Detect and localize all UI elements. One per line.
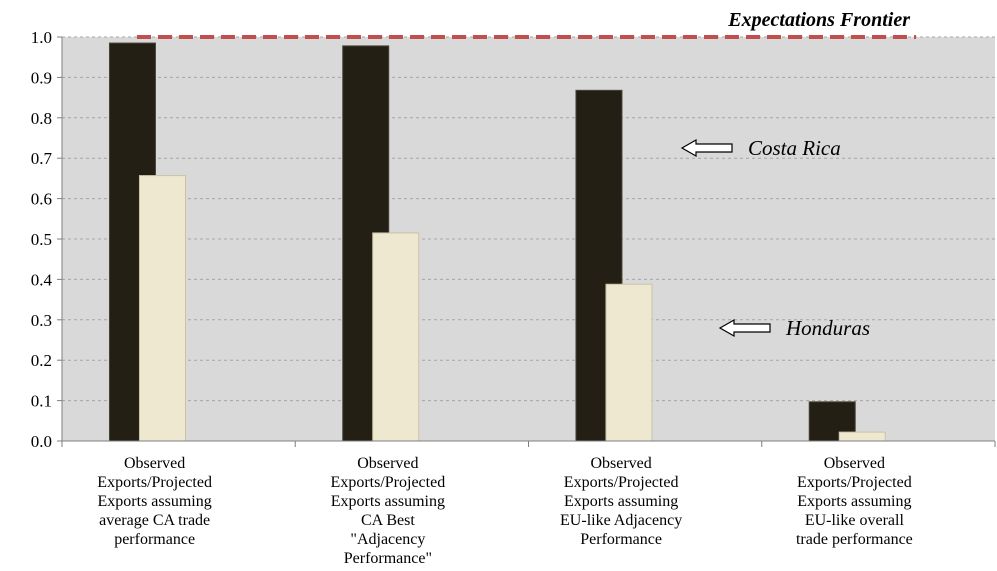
bar-honduras — [605, 283, 653, 442]
x-category-label: Observed Exports/Projected Exports assumin… — [331, 455, 446, 567]
y-tick-label: 0.8 — [31, 109, 52, 128]
bars — [108, 42, 886, 442]
arrow-left-icon — [718, 318, 771, 338]
bar-honduras — [838, 431, 886, 442]
y-tick-label: 0.3 — [31, 311, 52, 330]
x-axis: Observed Exports/Projected Exports assumin… — [61, 440, 996, 567]
expectations-frontier-label: Expectations Frontier — [727, 9, 910, 31]
y-tick-label: 0.7 — [31, 149, 53, 168]
y-tick-label: 0.6 — [31, 190, 52, 209]
y-tick-label: 0.4 — [31, 270, 53, 289]
annotations: Costa Rica Honduras — [680, 136, 870, 340]
bar-costa-rica — [808, 401, 856, 442]
bar-honduras — [372, 232, 420, 442]
x-category-label: Observed Exports/Projected Exports assumin… — [97, 455, 212, 548]
annotation-label: Honduras — [785, 316, 870, 340]
x-category-label: Observed Exports/Projected Exports assumin… — [560, 455, 682, 548]
plot-area — [62, 37, 995, 441]
y-tick-label: 0.2 — [31, 351, 52, 370]
x-category-label: Observed Exports/Projected Exports assumin… — [796, 455, 913, 548]
y-tick-label: 0.5 — [31, 230, 52, 249]
y-axis: 0.0 0.1 0.2 0.3 0.4 0.5 0.6 0.7 0.8 0.9 1.0 — [31, 28, 63, 451]
arrow-left-icon — [680, 138, 733, 158]
y-tick-label: 1.0 — [31, 28, 52, 47]
y-tick-label: 0.9 — [31, 68, 52, 87]
y-tick-label: 0.1 — [31, 392, 52, 411]
bar-honduras — [138, 175, 186, 442]
annotation-label: Costa Rica — [748, 136, 841, 160]
y-tick-label: 0.0 — [31, 432, 52, 451]
